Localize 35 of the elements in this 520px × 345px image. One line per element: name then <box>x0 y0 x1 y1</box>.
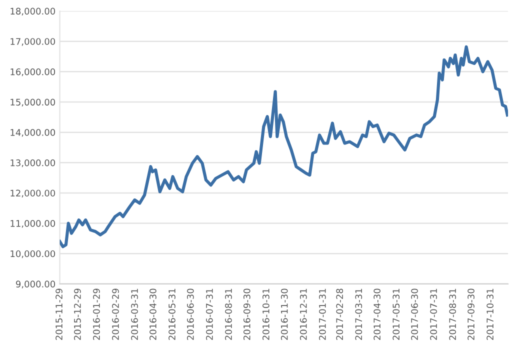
x-tick-label: 2016-07-31 <box>206 288 213 340</box>
x-tick-label: 2016-08-31 <box>225 288 232 340</box>
y-tick-label: 12,000.00 <box>10 190 56 198</box>
x-tick-label: 2016-11-30 <box>280 288 288 340</box>
x-tick-label: 2016-09-30 <box>243 288 250 340</box>
y-tick-label: 16,000.00 <box>10 68 56 76</box>
x-tick-label: 2016-03-31 <box>131 288 138 340</box>
y-tick-label: 10,000.00 <box>10 250 56 258</box>
x-tick-label: 2017-10-31 <box>486 288 494 340</box>
x-tick-label: 2016-06-30 <box>186 288 194 340</box>
y-tick-label: 18,000.00 <box>10 8 56 16</box>
line-series <box>60 45 508 248</box>
y-tick-label: 13,000.00 <box>10 159 56 168</box>
x-tick-label: 2016-10-31 <box>262 288 270 340</box>
y-tick-label: 14,000.00 <box>10 129 56 137</box>
y-tick-label: 9,000.00 <box>16 280 56 288</box>
x-tick-label: 2017-08-31 <box>449 288 456 340</box>
x-tick-label: 2017-02-28 <box>336 288 344 340</box>
x-tick-label: 2017-04-30 <box>374 288 380 340</box>
x-tick-label: 2017-07-31 <box>430 288 437 340</box>
x-tick-label: 2015-11-29 <box>56 288 62 340</box>
y-tick-label: 17,000.00 <box>10 38 56 46</box>
y-tick-label: 15,000.00 <box>10 98 56 106</box>
x-tick-label: 2017-06-30 <box>411 288 418 340</box>
x-tick-label: 2017-05-31 <box>392 288 400 340</box>
x-tick-label: 2016-02-29 <box>112 288 119 340</box>
x-tick-label: 2017-09-30 <box>468 288 474 340</box>
x-tick-label: 2015-12-29 <box>74 288 81 340</box>
x-tick-label: 2017-03-31 <box>355 288 362 340</box>
x-tick-label: 2017-01-31 <box>319 288 326 340</box>
y-tick-label: 11,000.00 <box>10 220 56 228</box>
x-tick-label: 2016-12-31 <box>300 288 307 340</box>
x-tick-label: 2016-05-31 <box>168 288 176 340</box>
x-tick-label: 2016-01-29 <box>93 288 100 340</box>
x-tick-label: 2016-04-30 <box>150 288 156 340</box>
